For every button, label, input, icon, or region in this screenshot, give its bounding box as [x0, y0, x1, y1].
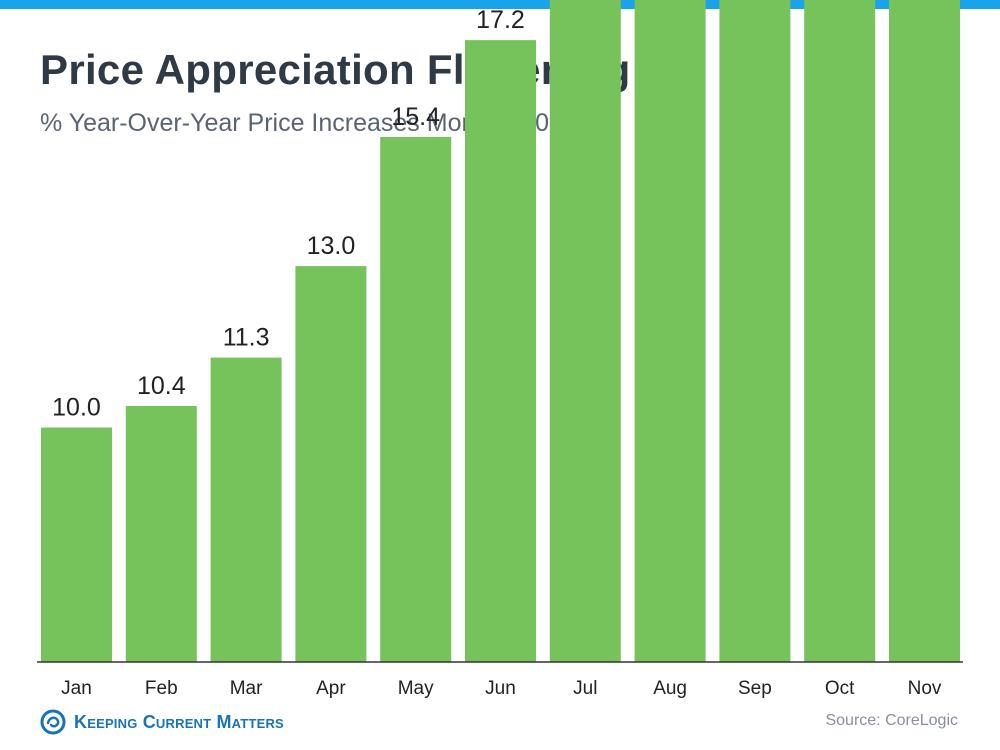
- value-label-may: 15.4: [391, 103, 440, 131]
- bar-sep: [719, 0, 791, 663]
- source-note: Source: CoreLogic: [825, 712, 958, 729]
- bars-group: [41, 0, 960, 663]
- x-tick-oct: Oct: [825, 678, 855, 699]
- bar-nov: [889, 0, 960, 663]
- bar-aug: [634, 0, 706, 663]
- x-tick-aug: Aug: [653, 678, 687, 699]
- x-tick-mar: Mar: [230, 678, 263, 699]
- x-tick-jun: Jun: [485, 678, 516, 699]
- x-tick-jul: Jul: [573, 678, 597, 699]
- x-tick-nov: Nov: [908, 678, 942, 699]
- value-label-jun: 17.2: [476, 6, 525, 34]
- value-label-mar: 11.3: [223, 324, 270, 352]
- bar-jun: [465, 40, 536, 662]
- value-label-jan: 10.0: [52, 394, 101, 422]
- bar-oct: [804, 0, 876, 663]
- value-label-apr: 13.0: [307, 232, 356, 260]
- bar-apr: [295, 266, 367, 662]
- bar-feb: [125, 405, 197, 662]
- top-accent-bar: [0, 0, 1000, 9]
- x-tick-may: May: [398, 678, 434, 699]
- bar-jul: [549, 0, 621, 663]
- x-tick-labels-group: Jan Feb Mar Apr May Jun Jul Aug Sep Oct Nov: [61, 678, 942, 699]
- bar-jan: [41, 427, 112, 662]
- logo-swirl-icon: [40, 709, 66, 735]
- bar-mar: [210, 357, 282, 662]
- logo-text: Keeping Current Matters: [74, 711, 284, 732]
- value-labels-group: 10.010.411.313.015.417.218.018.118.018.0…: [52, 6, 525, 422]
- bar-may: [380, 136, 452, 663]
- kcm-logo: Keeping Current Matters: [40, 708, 284, 736]
- x-tick-feb: Feb: [145, 678, 178, 699]
- x-tick-sep: Sep: [738, 678, 772, 699]
- x-tick-apr: Apr: [316, 678, 346, 699]
- x-tick-jan: Jan: [61, 678, 92, 699]
- value-label-feb: 10.4: [137, 372, 186, 400]
